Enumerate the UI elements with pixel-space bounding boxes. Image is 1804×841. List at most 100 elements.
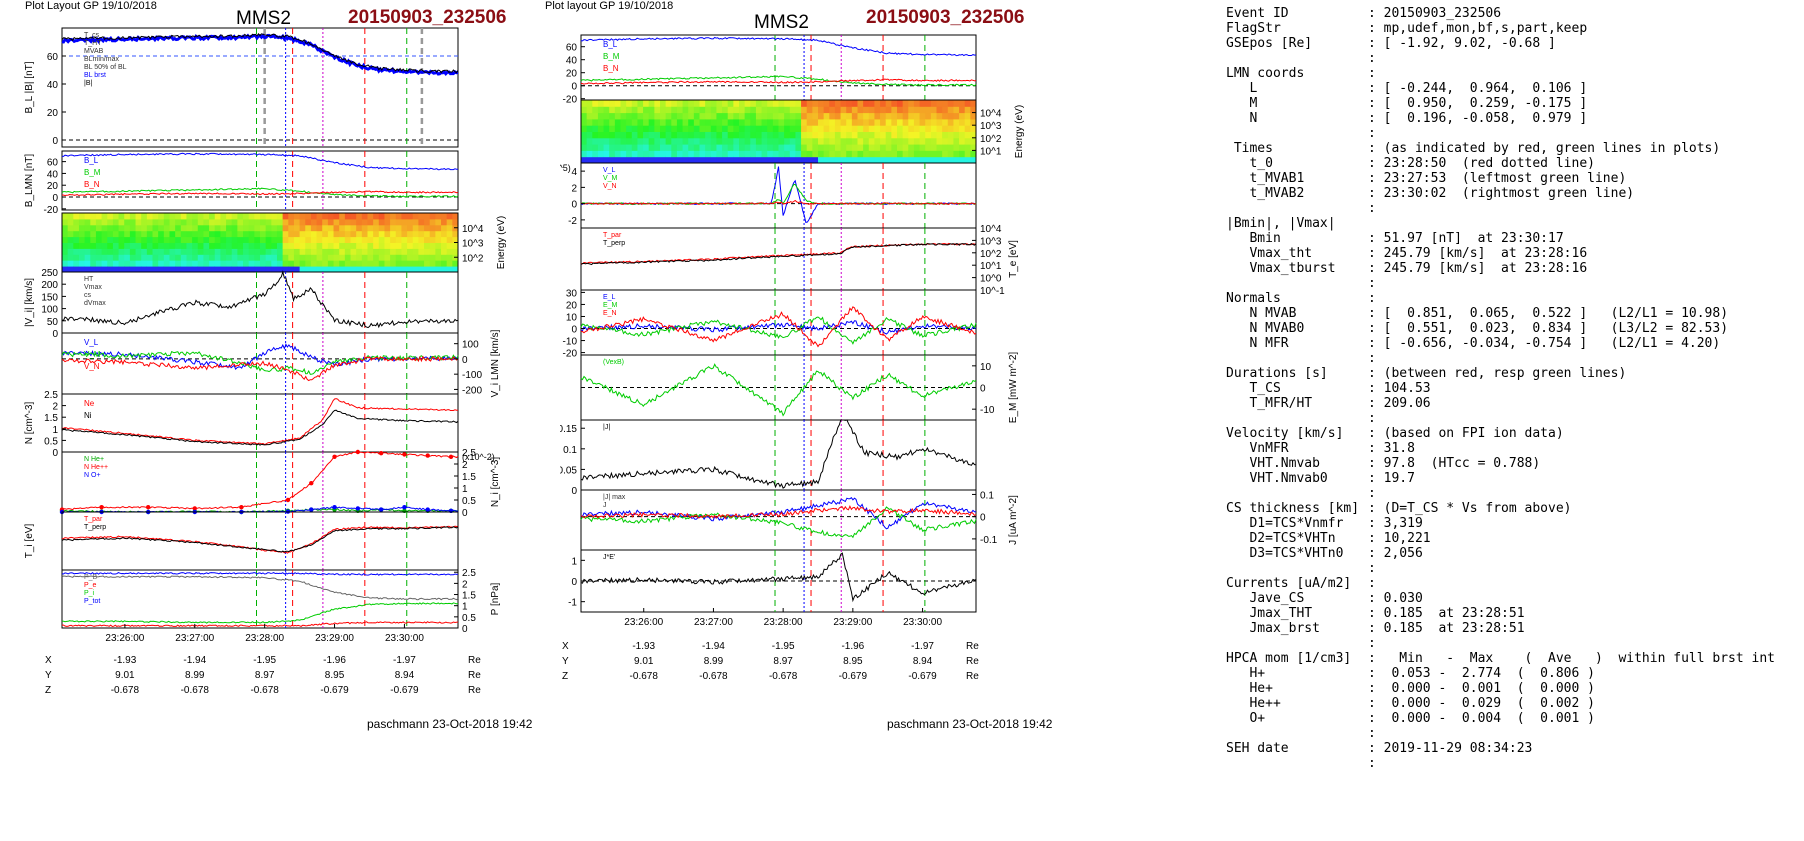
spectrogram-cell (727, 125, 734, 132)
spectrogram-cell (592, 118, 599, 126)
spectrogram-cell (733, 106, 740, 114)
data-point (402, 452, 407, 457)
spectrogram-cell (880, 131, 887, 139)
summary-value: : (1368, 726, 1376, 741)
spectrogram-cell (316, 224, 323, 232)
spectrogram-cell (823, 150, 830, 158)
spectrogram-cell (95, 224, 103, 232)
spectrogram-cell (107, 213, 114, 220)
spectrogram-cell (806, 118, 813, 126)
spectrogram-cell (141, 230, 148, 238)
y-tick-label: -10 (563, 337, 578, 348)
spectrogram-cell (288, 218, 295, 226)
summary-row: : (1226, 756, 1775, 771)
spectrogram-cell (947, 118, 954, 126)
y-tick-label: 0 (52, 448, 58, 459)
spectrogram-cell (412, 266, 419, 273)
spectrogram-cell (220, 230, 227, 238)
spectrogram-cell (597, 112, 605, 120)
spectrogram-cell (930, 125, 937, 132)
y-tick-label: 0 (980, 384, 986, 395)
summary-row: VnMFR: 31.8 (1226, 441, 1775, 456)
spectrogram-cell (361, 248, 368, 255)
right-figure: Plot layout GP 19/10/2018 MMS2 20150903_… (545, 0, 1220, 841)
summary-key: t_MVAB1 (1226, 171, 1305, 186)
y-tick-label: 200 (41, 280, 58, 291)
series-line (61, 187, 459, 198)
y-tick-label: 0.5 (462, 613, 476, 624)
spectrogram-cell (424, 248, 431, 255)
spectrogram-cell (648, 150, 655, 158)
spectrogram-cell (671, 106, 678, 114)
y-tick-label: 0 (462, 508, 468, 519)
spectrogram-cell (169, 224, 176, 232)
spectrogram-cell (90, 266, 97, 273)
spectrogram-cell (682, 156, 689, 164)
spectrogram-cell (846, 125, 853, 132)
summary-key: N MFR (1226, 336, 1289, 351)
spectrogram-cell (101, 236, 108, 243)
spectrogram-cell (265, 248, 272, 255)
spectrogram-cell (631, 131, 638, 139)
spectrogram-cell (581, 137, 588, 145)
position-value: -1.93 (632, 641, 655, 652)
legend-entry: Ne (84, 399, 95, 408)
spectrogram-cell (316, 260, 323, 267)
spectrogram-cell (795, 144, 802, 151)
spectrogram-cell (897, 137, 904, 145)
summary-value: : 104.53 (1368, 381, 1431, 396)
series-line (580, 419, 977, 489)
spectrogram-cell (118, 230, 125, 238)
summary-value: : 23:30:02 (rightmost green line) (1368, 186, 1635, 201)
spectrogram-cell (384, 213, 391, 220)
spectrogram-cell (676, 112, 684, 120)
spectrogram-cell (806, 125, 813, 132)
spectrogram-cell (671, 156, 678, 164)
spectrogram-cell (265, 242, 272, 249)
spectrogram-cell (851, 156, 858, 164)
spectrogram-cell (84, 248, 91, 255)
position-row-label: Z (562, 671, 568, 682)
spectrogram-cell (67, 266, 74, 273)
spectrogram-cell (209, 236, 216, 243)
data-point (332, 505, 337, 510)
legend-entry: |B| (84, 80, 92, 87)
summary-value: : 2,056 (1368, 546, 1423, 561)
spectrogram-cell (192, 242, 199, 249)
spectrogram-cell (316, 236, 323, 243)
spectrogram-cell (778, 125, 785, 132)
spectrogram-cell (829, 112, 836, 120)
spectrogram-cell (806, 144, 813, 151)
summary-value: : [ 0.196, -0.058, 0.979 ] (1368, 111, 1588, 126)
spectrogram-cell (367, 236, 374, 243)
spectrogram-cell (660, 156, 667, 164)
spectrogram-cell (361, 260, 368, 267)
spectrogram-cell (970, 125, 977, 132)
spectrogram-cell (446, 230, 453, 238)
spectrogram-cell (631, 118, 638, 126)
spectrogram-cell (107, 224, 114, 232)
spectrogram-cell (767, 118, 774, 126)
spectrogram-cell (739, 106, 746, 114)
spectrogram-cell (67, 218, 74, 226)
spectrogram-cell (970, 106, 977, 114)
legend-entry: T_perp (84, 524, 106, 531)
spectrogram-cell (282, 260, 289, 267)
y-tick-label: 10^1 (980, 146, 1002, 157)
summary-value: : 10,221 (1368, 531, 1431, 546)
event-summary-panel: Event ID: 20150903_232506 FlagStr: mp,ude… (1210, 0, 1804, 841)
spectrogram-cell (716, 100, 723, 107)
spectrogram-cell (112, 254, 120, 261)
spectrogram-cell (609, 137, 616, 145)
spectrogram-cell (163, 242, 170, 249)
spectrogram-cell (755, 106, 763, 114)
spectrogram-cell (384, 224, 391, 232)
spectrogram-cell (282, 242, 289, 249)
spectrogram-cell (305, 218, 312, 226)
spectrogram-cell (733, 137, 740, 145)
spectrogram-cell (175, 266, 182, 273)
spectrogram-cell (812, 131, 819, 139)
y-tick-label: 0 (571, 325, 577, 336)
spectrogram-cell (361, 213, 368, 220)
